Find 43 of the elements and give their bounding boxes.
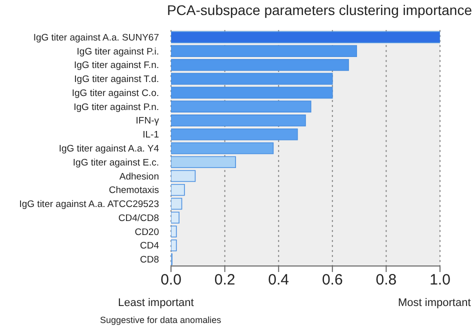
y-tick-label: IL-1 xyxy=(142,130,159,141)
y-tick-label: IgG titer against A.a. SUNY67 xyxy=(33,32,159,44)
bar xyxy=(171,86,333,99)
y-tick-label: IgG titer against E.c. xyxy=(72,157,159,168)
bar xyxy=(171,59,349,71)
y-tick-label: CD8 xyxy=(140,254,159,266)
x-tick-label: 0.4 xyxy=(268,272,290,289)
y-tick-label: CD4 xyxy=(140,240,159,252)
text: Least important xyxy=(118,297,194,309)
y-tick-label: IFN-γ xyxy=(136,116,160,127)
x-tick-label: 0.6 xyxy=(322,272,343,289)
bar xyxy=(171,240,177,252)
bar xyxy=(171,128,298,140)
y-tick-label: CD20 xyxy=(134,226,159,238)
y-tick-label: IgG titer against P.i. xyxy=(76,46,159,58)
y-tick-label: CD4/CD8 xyxy=(118,212,159,224)
x-tick-label: 1.0 xyxy=(430,272,450,289)
y-tick-label: Adhesion xyxy=(119,171,159,182)
bar xyxy=(171,198,182,210)
y-tick-label: IgG titer against C.o. xyxy=(72,88,159,99)
bar xyxy=(171,184,185,196)
text: Most important xyxy=(398,297,471,309)
bar xyxy=(171,31,440,44)
x-tick-label: 0.8 xyxy=(376,272,397,289)
y-tick-label: IgG titer against F.n. xyxy=(74,60,159,72)
y-tick-label: Chemotaxis xyxy=(108,185,160,196)
bar xyxy=(171,226,177,238)
bar xyxy=(171,114,306,126)
bar xyxy=(171,156,236,168)
bar xyxy=(171,142,274,154)
chart-title: PCA-subspace parameters clustering importance xyxy=(166,2,472,18)
x-tick-label: 0.0 xyxy=(160,272,182,289)
bar xyxy=(171,45,358,57)
y-tick-label: IgG titer against A.a. ATCC29523 xyxy=(19,199,159,210)
bar xyxy=(171,170,196,182)
bar xyxy=(171,212,180,224)
y-tick-label: IgG titer against T.d. xyxy=(74,74,159,86)
y-tick-label: IgG titer against A.a. Y4 xyxy=(58,144,159,154)
text: Suggestive for data anomalies xyxy=(100,315,222,325)
y-tick-label: IgG titer against P.n. xyxy=(74,102,159,113)
bar xyxy=(171,100,312,112)
x-tick-label: 0.2 xyxy=(214,272,236,289)
bar xyxy=(171,72,333,85)
